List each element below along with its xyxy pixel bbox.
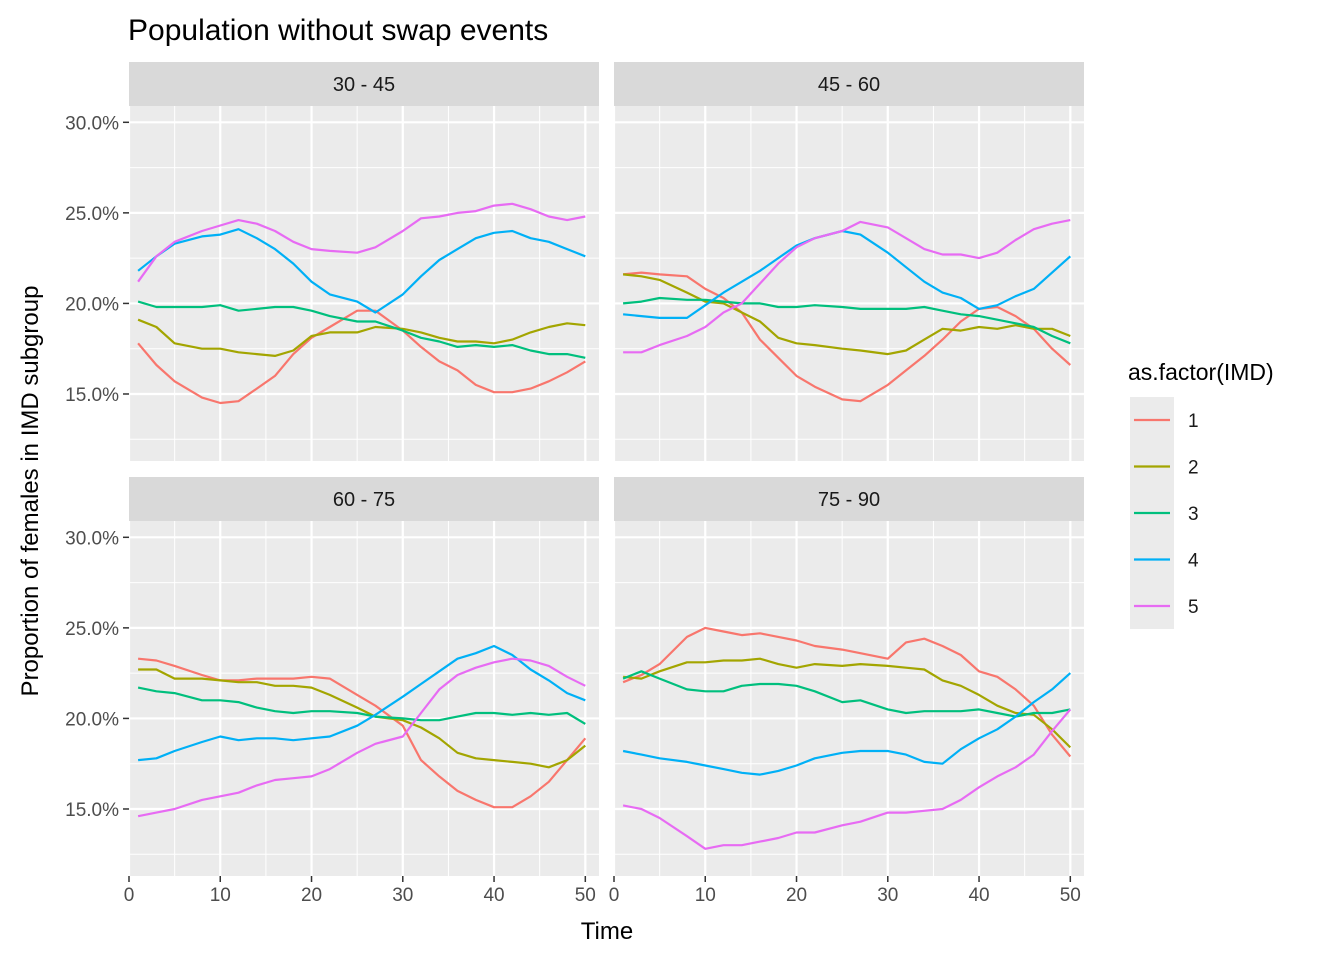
legend-label: 4: [1188, 551, 1199, 572]
x-tick-label: 0: [609, 885, 620, 906]
facet-strip: [614, 477, 1084, 521]
y-tick-label: 15.0%: [65, 800, 119, 821]
x-tick-label: 20: [786, 885, 807, 906]
x-tick-label: 0: [124, 885, 135, 906]
y-axis-title: Proportion of females in IMD subgroup: [17, 286, 44, 697]
axes-layer: 15.0% 20.0% 25.0% 30.0% 15.0% 20.0% 25.0% 30.0%…: [65, 113, 1081, 906]
y-tick-label: 20.0%: [65, 294, 119, 315]
x-tick-label: 10: [695, 885, 716, 906]
y-tick-label: 20.0%: [65, 709, 119, 730]
panel-background: [614, 521, 1084, 876]
series-line-imd-4: [622, 229, 1072, 319]
panel-background: [614, 106, 1084, 461]
series-line-imd-4: [137, 228, 586, 314]
facet-strip-label: 60 - 75: [333, 489, 395, 511]
facet-panel: 45 - 60: [612, 62, 1084, 461]
series-line-imd-5: [623, 219, 1071, 354]
x-tick-label: 40: [968, 885, 989, 906]
y-tick-label: 30.0%: [65, 113, 119, 134]
series-line-imd-2: [622, 657, 1072, 749]
legend-label: 5: [1188, 597, 1199, 618]
x-tick-label: 30: [392, 885, 413, 906]
legend-items: 1 2 3 4 5: [1134, 411, 1199, 618]
x-tick-label: 50: [1060, 885, 1081, 906]
facet-strip: [614, 62, 1084, 106]
legend-label: 2: [1188, 458, 1199, 479]
panel-background: [129, 106, 599, 461]
series-line-imd-3: [137, 686, 586, 725]
x-tick-label: 30: [877, 885, 898, 906]
series-line-imd-5: [137, 657, 586, 818]
facet-strip: [129, 62, 599, 106]
series-line-imd-1: [137, 309, 586, 405]
legend-title: as.factor(IMD): [1128, 359, 1274, 385]
series-line-imd-3: [137, 300, 586, 359]
chart-title: Population without swap events: [128, 14, 548, 47]
x-tick-label: 20: [301, 885, 322, 906]
legend: as.factor(IMD) 1 2 3 4 5: [1128, 359, 1274, 629]
facet-strip-label: 45 - 60: [818, 74, 880, 96]
series-line-imd-3: [622, 670, 1071, 718]
facet-panel: 30 - 45: [127, 62, 599, 461]
series-line-imd-5: [622, 708, 1072, 850]
series-line-imd-2: [138, 668, 586, 769]
y-tick-label: 25.0%: [65, 619, 119, 640]
x-axis-title: Time: [581, 918, 633, 945]
facet-strip-label: 75 - 90: [818, 489, 880, 511]
series-line-imd-4: [622, 672, 1072, 776]
facet-panel: 60 - 75: [127, 477, 599, 876]
series-line-imd-4: [137, 644, 586, 762]
series-line-imd-1: [622, 626, 1072, 758]
series-line-imd-5: [137, 202, 586, 283]
facet-panels: 30 - 45 45 - 60 60 - 75 75 - 90: [127, 62, 1084, 876]
facet-strip: [129, 477, 599, 521]
x-tick-label: 50: [575, 885, 596, 906]
series-line-imd-1: [622, 271, 1072, 403]
y-tick-label: 15.0%: [65, 385, 119, 406]
x-tick-label: 10: [210, 885, 231, 906]
legend-label: 3: [1188, 504, 1199, 525]
facet-panel: 75 - 90: [612, 477, 1084, 876]
y-tick-label: 30.0%: [65, 528, 119, 549]
y-tick-label: 25.0%: [65, 204, 119, 225]
series-line-imd-2: [137, 318, 586, 357]
series-line-imd-3: [622, 296, 1071, 345]
x-tick-label: 40: [483, 885, 504, 906]
facet-strip-label: 30 - 45: [333, 74, 395, 96]
legend-label: 1: [1188, 411, 1199, 432]
